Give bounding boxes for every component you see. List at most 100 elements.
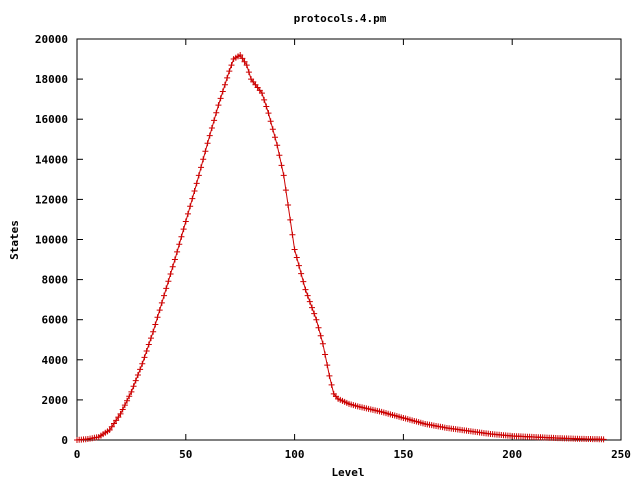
data-point	[219, 88, 226, 95]
data-point	[206, 132, 213, 139]
data-point	[121, 402, 128, 409]
data-point	[141, 354, 148, 361]
x-tick-label: 0	[74, 448, 81, 461]
data-point	[165, 278, 172, 285]
x-axis-label: Level	[331, 466, 364, 479]
x-ticks: 0 50 100 150 200 250	[74, 39, 631, 461]
data-point	[309, 304, 316, 311]
data-point	[272, 134, 279, 141]
data-point	[193, 180, 200, 187]
y-axis-label: States	[8, 220, 21, 260]
y-tick-label: 14000	[35, 153, 68, 166]
data-point	[152, 321, 159, 328]
data-point	[221, 81, 228, 88]
data-point	[293, 254, 300, 261]
data-point	[215, 102, 222, 109]
data-point	[319, 340, 326, 347]
data-point	[139, 360, 146, 367]
data-point	[241, 58, 248, 65]
data-point	[285, 202, 292, 209]
data-point	[178, 233, 185, 240]
data-point	[119, 406, 126, 413]
data-point	[317, 332, 324, 339]
data-point	[171, 256, 178, 263]
data-point	[113, 417, 120, 424]
y-tick-label: 4000	[42, 354, 69, 367]
x-tick-label: 100	[285, 448, 305, 461]
data-point	[167, 270, 174, 277]
x-tick-label: 200	[502, 448, 522, 461]
data-point	[117, 410, 124, 417]
data-point	[184, 210, 191, 217]
data-point	[302, 286, 309, 293]
data-point	[282, 187, 289, 194]
data-point	[132, 377, 139, 384]
chart-title: protocols.4.pm	[294, 12, 387, 25]
y-tick-label: 20000	[35, 33, 68, 46]
y-tick-label: 12000	[35, 193, 68, 206]
data-point	[134, 372, 141, 379]
data-point	[161, 292, 168, 299]
data-point	[187, 203, 194, 210]
data-point	[115, 414, 122, 421]
y-tick-label: 2000	[42, 394, 69, 407]
data-point	[322, 351, 329, 358]
data-point	[263, 103, 270, 110]
data-point	[110, 420, 117, 427]
data-point	[239, 55, 246, 62]
data-point	[265, 110, 272, 117]
y-tick-label: 10000	[35, 234, 68, 247]
y-ticks: 0 2000 4000 6000 8000 10000 12000 14000 16000 180…	[35, 33, 621, 447]
data-point	[211, 117, 218, 124]
data-point	[226, 68, 233, 75]
data-point	[267, 118, 274, 125]
data-point	[278, 162, 285, 169]
data-point	[300, 278, 307, 285]
data-point	[169, 263, 176, 270]
data-point	[191, 187, 198, 194]
data-point	[204, 140, 211, 147]
data-point	[124, 397, 131, 404]
data-point	[280, 172, 287, 179]
y-tick-label: 16000	[35, 113, 68, 126]
data-point	[313, 316, 320, 323]
data-point	[150, 328, 157, 335]
data-point	[163, 285, 170, 292]
data-point	[258, 90, 265, 97]
data-point	[224, 74, 231, 81]
x-tick-label: 250	[611, 448, 631, 461]
data-point	[108, 423, 115, 430]
data-point	[182, 218, 189, 225]
y-tick-label: 8000	[42, 274, 69, 287]
data-point	[291, 246, 298, 253]
data-point	[289, 231, 296, 238]
data-point	[228, 62, 235, 69]
data-point	[306, 298, 313, 305]
data-point	[274, 142, 281, 149]
data-point	[245, 69, 252, 76]
data-point	[147, 335, 154, 342]
data-point	[261, 96, 268, 103]
y-tick-label: 18000	[35, 73, 68, 86]
data-point	[217, 95, 224, 102]
data-point	[304, 292, 311, 299]
data-point	[156, 307, 163, 314]
data-point	[180, 226, 187, 233]
series-points	[74, 52, 607, 443]
data-point	[600, 436, 607, 443]
data-point	[276, 152, 283, 159]
data-point	[213, 109, 220, 116]
data-point	[143, 347, 150, 354]
data-point	[126, 393, 133, 400]
data-point	[158, 299, 165, 306]
data-point	[176, 241, 183, 248]
data-point	[295, 262, 302, 269]
data-point	[106, 426, 113, 433]
plot-frame	[76, 38, 622, 441]
y-tick-label: 0	[61, 434, 68, 447]
y-tick-label: 6000	[42, 314, 69, 327]
series-line	[76, 54, 604, 441]
data-point	[189, 195, 196, 202]
data-point	[287, 216, 294, 223]
